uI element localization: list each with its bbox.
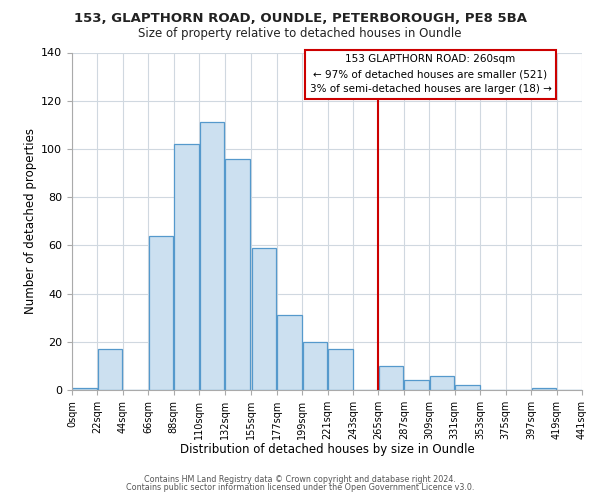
Bar (149, 236, 173, 390)
Bar (200, 122, 224, 390)
Y-axis label: Number of detached properties: Number of detached properties (24, 128, 37, 314)
Text: 153 GLAPTHORN ROAD: 260sqm
← 97% of detached houses are smaller (521)
3% of semi: 153 GLAPTHORN ROAD: 260sqm ← 97% of deta… (310, 54, 551, 94)
Bar (302, 342, 327, 390)
Bar (73, 388, 97, 390)
Bar (328, 349, 353, 390)
Bar (455, 385, 480, 390)
Bar (174, 144, 199, 390)
Bar (277, 316, 302, 390)
Text: Contains HM Land Registry data © Crown copyright and database right 2024.: Contains HM Land Registry data © Crown c… (144, 474, 456, 484)
Bar (98, 349, 122, 390)
Text: Contains public sector information licensed under the Open Government Licence v3: Contains public sector information licen… (126, 484, 474, 492)
Bar (430, 376, 454, 390)
Bar (532, 388, 556, 390)
Bar (404, 380, 429, 390)
Bar (379, 366, 403, 390)
X-axis label: Distribution of detached houses by size in Oundle: Distribution of detached houses by size … (179, 444, 475, 456)
Bar (225, 158, 250, 390)
Text: 153, GLAPTHORN ROAD, OUNDLE, PETERBOROUGH, PE8 5BA: 153, GLAPTHORN ROAD, OUNDLE, PETERBOROUG… (74, 12, 527, 26)
Bar (252, 248, 276, 390)
Text: Size of property relative to detached houses in Oundle: Size of property relative to detached ho… (138, 28, 462, 40)
